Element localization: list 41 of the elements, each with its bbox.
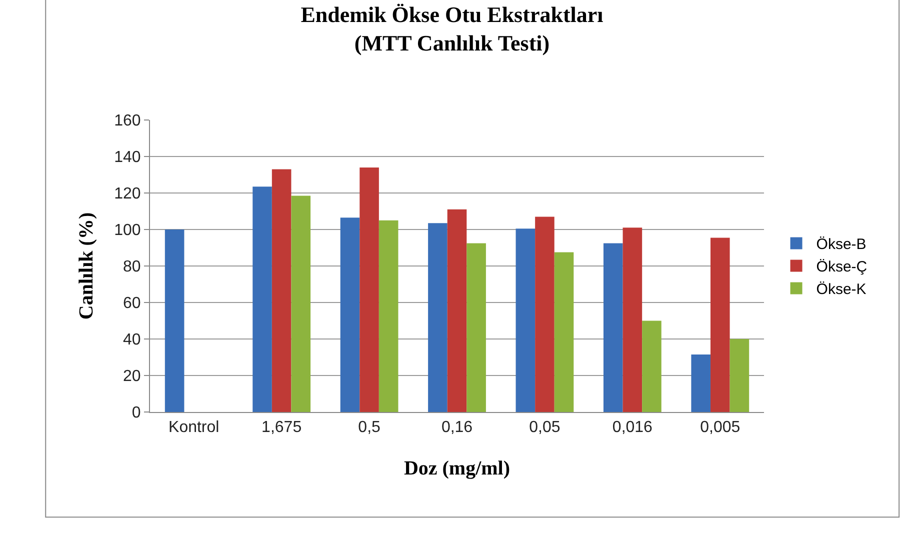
bar [622, 228, 642, 412]
bar [691, 354, 710, 412]
x-tick-label: 0,16 [441, 419, 473, 436]
y-tick-label: 60 [123, 295, 141, 312]
bar [730, 339, 750, 412]
bar [516, 228, 536, 412]
x-tick-label: 0,005 [700, 419, 740, 436]
legend-label: Ökse-Ç [816, 258, 868, 276]
y-tick-label: 140 [114, 149, 141, 166]
bar [642, 320, 662, 412]
bar [291, 196, 311, 412]
y-tick-label: 100 [114, 222, 141, 240]
y-tick-label: 120 [114, 186, 141, 203]
bar [603, 243, 623, 412]
y-tick-label: 0 [132, 404, 141, 422]
x-tick-label: 0,05 [529, 419, 560, 436]
legend-label: Ökse-B [816, 236, 866, 254]
y-axis-title: Canlılık (%) [76, 212, 98, 320]
bar [710, 238, 730, 412]
bar [378, 220, 398, 412]
bar [447, 209, 467, 412]
x-tick-label: 0,016 [612, 419, 653, 436]
y-tick-label: 80 [123, 258, 141, 276]
y-tick-label: 40 [123, 332, 141, 349]
bar [360, 167, 379, 412]
legend-label: Ökse-K [816, 281, 866, 298]
bar [164, 230, 184, 412]
bar [428, 223, 448, 412]
x-axis-title: Doz (mg/ml) [404, 458, 510, 480]
bar [535, 216, 554, 412]
bar [272, 169, 292, 412]
x-tick-label: Kontrol [168, 419, 220, 436]
x-tick-label: 0,5 [358, 419, 381, 436]
x-tick-label: 1,675 [262, 419, 302, 436]
bar [252, 186, 272, 412]
bar [466, 243, 486, 412]
y-tick-label: 20 [123, 368, 141, 386]
chart-title: Endemik Ökse Otu Ekstraktları (MTT Canlılık Testi) [300, 2, 604, 56]
y-tick-label: 160 [114, 112, 141, 130]
bar [340, 218, 360, 412]
bar [554, 252, 574, 412]
